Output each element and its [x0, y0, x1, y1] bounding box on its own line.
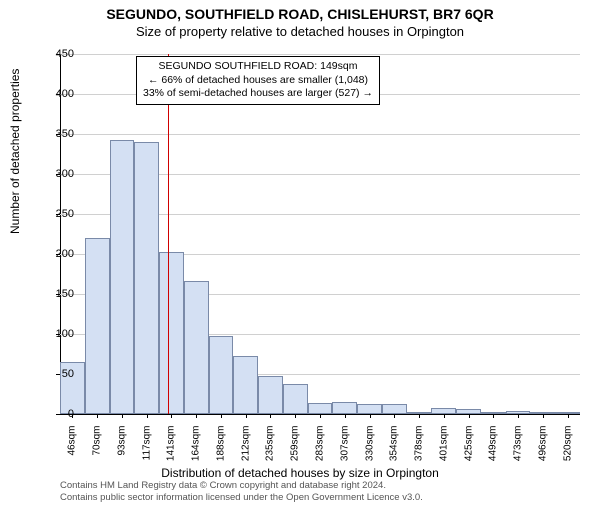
x-tick [97, 414, 98, 418]
x-tick [444, 414, 445, 418]
x-tick-label: 425sqm [463, 426, 474, 481]
plot-area: SEGUNDO SOUTHFIELD ROAD: 149sqm← 66% of … [60, 54, 580, 414]
histogram-bar [332, 402, 357, 414]
y-tick-label: 150 [34, 288, 74, 300]
x-tick [345, 414, 346, 418]
x-tick-label: 164sqm [191, 426, 202, 481]
histogram-bar [209, 336, 234, 414]
x-tick-label: 496sqm [537, 426, 548, 481]
x-tick [568, 414, 569, 418]
x-tick-label: 520sqm [562, 426, 573, 481]
property-marker-line [168, 54, 170, 414]
x-tick-label: 117sqm [141, 426, 152, 481]
x-tick-label: 354sqm [389, 426, 400, 481]
x-tick [270, 414, 271, 418]
x-tick [147, 414, 148, 418]
y-tick-label: 450 [34, 48, 74, 60]
footer-line-1: Contains HM Land Registry data © Crown c… [60, 480, 423, 492]
x-tick-label: 449sqm [488, 426, 499, 481]
x-tick-label: 378sqm [414, 426, 425, 481]
x-tick [469, 414, 470, 418]
y-axis-line [60, 54, 61, 414]
x-tick [246, 414, 247, 418]
gridline [60, 54, 580, 55]
y-tick-label: 100 [34, 328, 74, 340]
x-tick [122, 414, 123, 418]
x-tick-label: 141sqm [166, 426, 177, 481]
y-axis-label: Number of detached properties [8, 69, 22, 234]
y-tick-label: 350 [34, 128, 74, 140]
x-tick [295, 414, 296, 418]
x-tick-label: 93sqm [116, 426, 127, 481]
histogram-bar [233, 356, 258, 414]
x-tick-label: 473sqm [513, 426, 524, 481]
histogram-bar [308, 403, 333, 414]
x-tick-label: 330sqm [364, 426, 375, 481]
x-tick-label: 235sqm [265, 426, 276, 481]
page-title: SEGUNDO, SOUTHFIELD ROAD, CHISLEHURST, B… [0, 6, 600, 22]
x-tick [543, 414, 544, 418]
annotation-line: SEGUNDO SOUTHFIELD ROAD: 149sqm [143, 60, 373, 74]
x-tick [493, 414, 494, 418]
x-tick [394, 414, 395, 418]
histogram-bar [184, 281, 209, 414]
histogram-bar [159, 252, 184, 414]
annotation-line: 33% of semi-detached houses are larger (… [143, 87, 373, 101]
histogram-bar [357, 404, 382, 414]
histogram-bar [382, 404, 407, 414]
page-subtitle: Size of property relative to detached ho… [0, 24, 600, 39]
x-tick [419, 414, 420, 418]
x-tick-label: 188sqm [215, 426, 226, 481]
footer-line-2: Contains public sector information licen… [60, 492, 423, 504]
annotation-line: ← 66% of detached houses are smaller (1,… [143, 74, 373, 88]
y-tick-label: 200 [34, 248, 74, 260]
x-tick-label: 259sqm [290, 426, 301, 481]
x-tick [171, 414, 172, 418]
chart-area: SEGUNDO SOUTHFIELD ROAD: 149sqm← 66% of … [60, 54, 580, 414]
x-tick-label: 401sqm [438, 426, 449, 481]
x-tick [320, 414, 321, 418]
y-tick-label: 400 [34, 88, 74, 100]
x-tick-label: 46sqm [67, 426, 78, 481]
y-tick-label: 50 [34, 368, 74, 380]
y-tick-label: 250 [34, 208, 74, 220]
histogram-bar [258, 376, 283, 414]
x-tick [370, 414, 371, 418]
x-tick-label: 307sqm [339, 426, 350, 481]
x-tick [221, 414, 222, 418]
histogram-bar [85, 238, 110, 414]
histogram-bar [134, 142, 159, 414]
footer-text: Contains HM Land Registry data © Crown c… [60, 480, 423, 504]
y-tick-label: 0 [34, 408, 74, 420]
x-tick-label: 283sqm [315, 426, 326, 481]
gridline [60, 134, 580, 135]
annotation-box: SEGUNDO SOUTHFIELD ROAD: 149sqm← 66% of … [136, 56, 380, 105]
histogram-bar [110, 140, 135, 414]
x-tick [518, 414, 519, 418]
x-tick-label: 70sqm [92, 426, 103, 481]
y-tick-label: 300 [34, 168, 74, 180]
histogram-bar [283, 384, 308, 414]
x-tick-label: 212sqm [240, 426, 251, 481]
x-tick [196, 414, 197, 418]
